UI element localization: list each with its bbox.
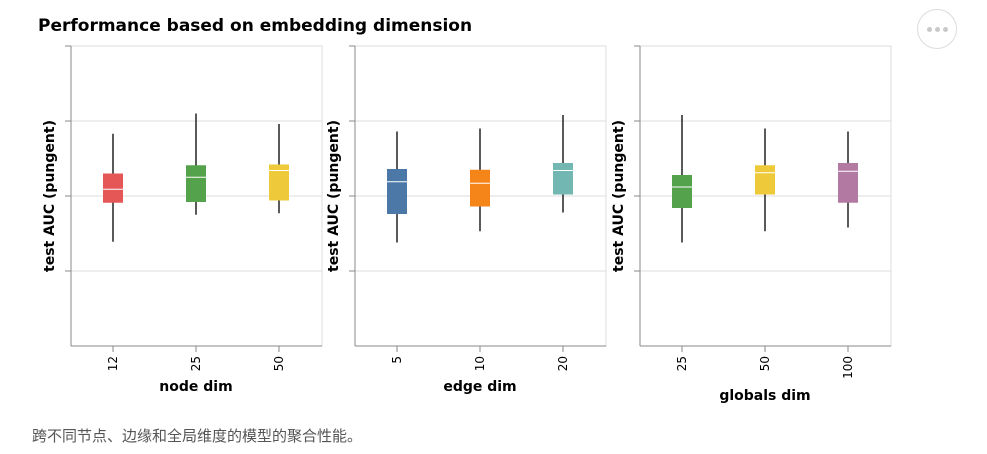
box-100 <box>838 163 858 203</box>
x-tick-label: 25 <box>189 356 203 371</box>
box-10 <box>470 169 490 207</box>
x-tick-label: 50 <box>758 356 772 371</box>
box-12 <box>103 173 123 203</box>
x-tick-label: 5 <box>390 356 404 364</box>
x-tick-label: 20 <box>556 356 570 371</box>
box-50 <box>755 165 775 195</box>
x-axis-title: globals dim <box>719 388 810 404</box>
x-tick-label: 100 <box>841 356 855 379</box>
chart-caption: 跨不同节点、边缘和全局维度的模型的聚合性能。 <box>32 427 363 445</box>
y-axis-title: test AUC (pungent) <box>611 120 627 272</box>
x-tick-label: 50 <box>272 356 286 371</box>
more-horizontal-icon <box>926 26 932 32</box>
x-tick-label: 12 <box>106 356 120 371</box>
y-axis-title: test AUC (pungent) <box>326 120 342 272</box>
box-50 <box>269 164 289 201</box>
box-5 <box>387 169 407 214</box>
chart-title: Performance based on embedding dimension <box>38 16 472 36</box>
x-axis-title: edge dim <box>443 379 516 395</box>
x-tick-label: 10 <box>473 356 487 371</box>
x-tick-label: 25 <box>675 356 689 371</box>
box-25 <box>186 165 206 202</box>
more-options-button[interactable] <box>917 9 957 49</box>
x-axis-title: node dim <box>159 379 232 395</box>
box-25 <box>672 175 692 208</box>
y-axis-title: test AUC (pungent) <box>42 120 58 272</box>
box-20 <box>553 163 573 195</box>
